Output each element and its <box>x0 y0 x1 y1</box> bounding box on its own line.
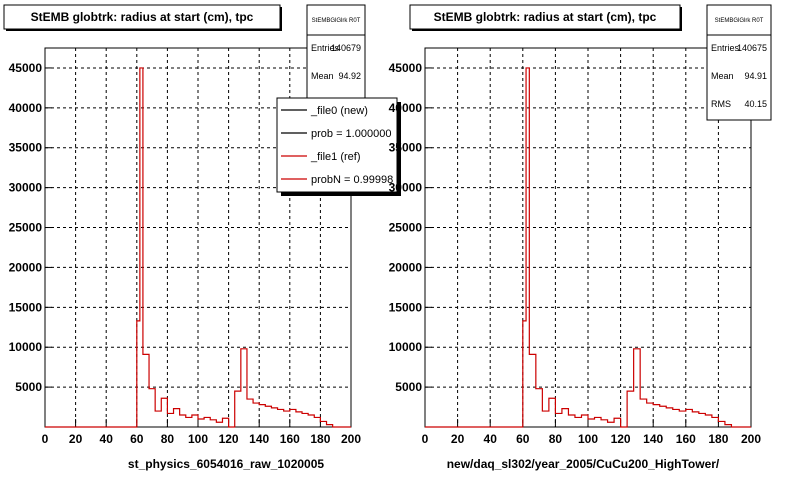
stats-value: 140679 <box>331 43 361 53</box>
title-frame <box>3 4 281 30</box>
x-tick-label: 0 <box>42 432 49 446</box>
stats-label: Mean <box>711 71 734 81</box>
y-tick-label: 30000 <box>9 181 43 195</box>
x-tick-label: 160 <box>280 432 300 446</box>
x-tick-label: 180 <box>708 432 728 446</box>
chart-panel-1: StEMB globtrk: radius at start (cm), tpc… <box>3 4 401 471</box>
chart-panel-2: StEMB globtrk: radius at start (cm), tpc… <box>389 4 772 471</box>
y-tick-label: 30000 <box>389 181 423 195</box>
x-axis-label: st_physics_6054016_raw_1020005 <box>128 457 324 471</box>
x-tick-label: 40 <box>100 432 114 446</box>
y-tick-label: 45000 <box>9 61 43 75</box>
y-tick-label: 40000 <box>389 101 423 115</box>
stats-value: 140675 <box>737 43 767 53</box>
stats-header: StEMBGlGlrk R0T <box>312 18 361 24</box>
x-axis-label: new/daq_sl302/year_2005/CuCu200_HighTowe… <box>447 457 720 471</box>
y-tick-label: 45000 <box>389 61 423 75</box>
stats-value: 94.92 <box>338 71 361 81</box>
chart-title-box: StEMB globtrk: radius at start (cm), tpc <box>409 4 682 31</box>
x-tick-label: 200 <box>741 432 761 446</box>
y-tick-label: 35000 <box>389 141 423 155</box>
x-tick-label: 40 <box>484 432 498 446</box>
x-tick-label: 140 <box>643 432 663 446</box>
x-tick-label: 120 <box>611 432 631 446</box>
x-tick-label: 80 <box>549 432 563 446</box>
x-tick-label: 80 <box>161 432 175 446</box>
y-tick-label: 20000 <box>9 260 43 274</box>
y-tick-label: 15000 <box>9 300 43 314</box>
x-tick-label: 100 <box>578 432 598 446</box>
stats-value: 94.91 <box>744 71 767 81</box>
y-tick-label: 40000 <box>9 101 43 115</box>
x-tick-label: 180 <box>310 432 330 446</box>
x-tick-label: 140 <box>249 432 269 446</box>
x-tick-label: 100 <box>188 432 208 446</box>
legend: _file0 (new) prob = 1.000000 _file1 (ref) p… <box>276 97 401 196</box>
stats-frame <box>706 4 772 121</box>
x-tick-label: 0 <box>422 432 429 446</box>
y-tick-label: 10000 <box>9 340 43 354</box>
stats-label: Entries <box>711 43 740 53</box>
x-tick-label: 60 <box>516 432 530 446</box>
y-tick-label: 20000 <box>389 260 423 274</box>
x-tick-label: 20 <box>69 432 83 446</box>
legend-entry: _file1 (ref) <box>310 151 361 163</box>
y-tick-label: 25000 <box>389 221 423 235</box>
stats-label: RMS <box>711 99 731 109</box>
y-tick-label: 5000 <box>395 380 422 394</box>
x-tick-label: 120 <box>219 432 239 446</box>
stats-label: Entries <box>311 43 340 53</box>
stats-value: 40.15 <box>744 99 767 109</box>
histogram-series-1 <box>45 67 351 428</box>
x-tick-label: 60 <box>130 432 144 446</box>
legend-frame <box>276 97 398 193</box>
y-tick-label: 15000 <box>389 300 423 314</box>
stats-label: Mean <box>311 71 334 81</box>
chart-title-box: StEMB globtrk: radius at start (cm), tpc <box>3 4 282 31</box>
title-frame <box>409 4 681 30</box>
y-tick-label: 35000 <box>9 141 43 155</box>
y-tick-label: 5000 <box>15 380 42 394</box>
chart-title: StEMB globtrk: radius at start (cm), tpc <box>31 10 254 24</box>
y-tick-label: 25000 <box>9 221 43 235</box>
legend-entry: probN = 0.99998 <box>311 174 393 186</box>
stats-header: StEMBGlGlrk R0T <box>715 18 764 24</box>
x-tick-label: 20 <box>451 432 465 446</box>
chart-title: StEMB globtrk: radius at start (cm), tpc <box>434 10 657 24</box>
x-tick-label: 160 <box>676 432 696 446</box>
legend-entry: _file0 (new) <box>310 105 368 117</box>
grid <box>425 48 751 427</box>
x-tick-label: 200 <box>341 432 361 446</box>
legend-entry: prob = 1.000000 <box>311 128 391 140</box>
y-tick-label: 10000 <box>389 340 423 354</box>
histogram-series-1 <box>425 67 751 428</box>
